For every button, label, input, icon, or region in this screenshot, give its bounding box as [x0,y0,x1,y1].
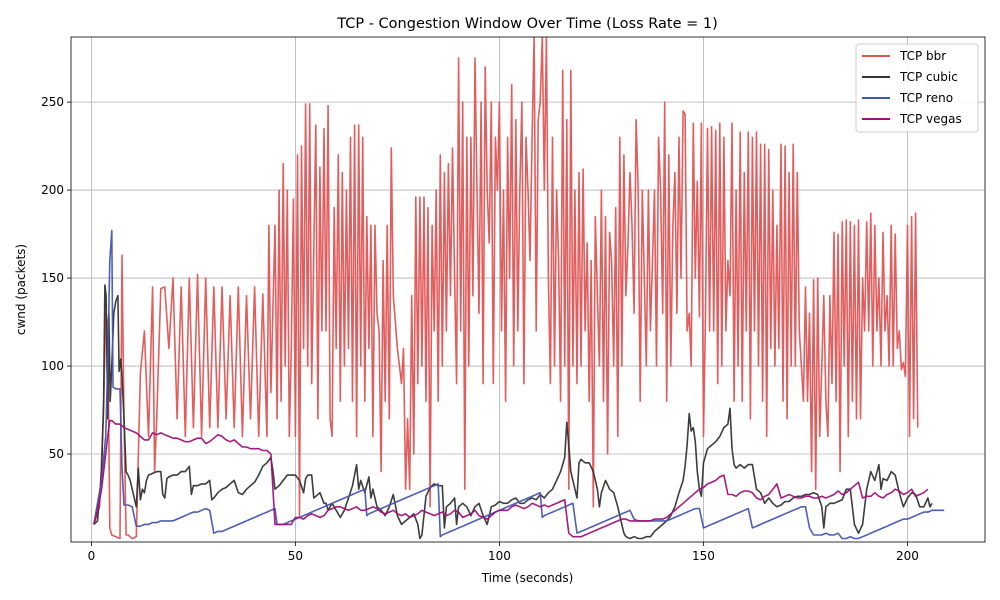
legend-label: TCP reno [899,91,953,105]
y-tick-label: 250 [41,95,64,109]
chart-title: TCP - Congestion Window Over Time (Loss … [336,16,718,32]
y-tick-label: 200 [41,183,64,197]
x-tick-label: 50 [288,549,303,563]
series-line-tcp-bbr [93,37,919,540]
x-tick-label: 150 [692,549,715,563]
legend-label: TCP bbr [899,49,946,63]
legend-label: TCP vegas [899,112,962,126]
y-tick-label: 50 [49,447,64,461]
series-line-tcp-cubic [93,284,933,540]
x-tick-label: 200 [896,549,919,563]
series-line-tcp-vegas [93,419,929,538]
plot-frame [70,36,986,543]
x-axis-label: Time (seconds) [481,571,574,585]
series-line-tcp-reno [93,229,945,540]
series-layer [93,37,945,540]
y-tick-label: 150 [41,271,64,285]
legend-label: TCP cubic [899,70,958,84]
y-tick-label: 100 [41,359,64,373]
x-tick-label: 0 [88,549,96,563]
y-axis-label: cwnd (packets) [14,244,28,335]
axis-ticks: 0 50 100 150 200 50 100 150 200 250 [41,95,919,563]
legend-box [855,43,979,133]
legend: TCP bbr TCP cubic TCP reno TCP vegas [855,43,979,133]
x-tick-label: 100 [488,549,511,563]
